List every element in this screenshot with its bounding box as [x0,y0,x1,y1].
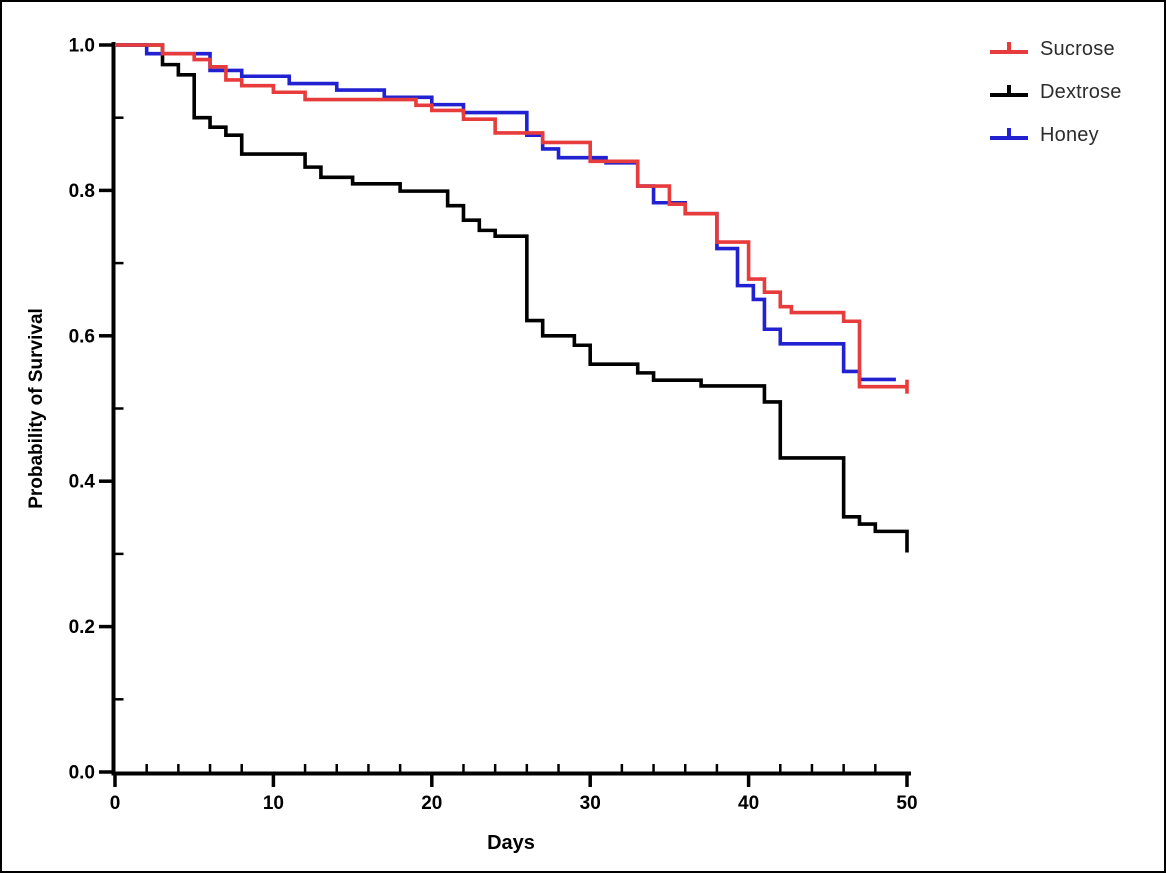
legend-item-sucrose: Sucrose [990,28,1122,71]
legend-item-dextrose: Dextrose [990,71,1122,114]
censor-line-icon [990,84,1028,101]
x-tick-label: 20 [421,793,442,814]
legend-label: Honey [1040,124,1099,146]
y-axis-title: Probability of Survival [26,308,47,509]
y-tick-label: 0.0 [69,763,95,784]
series-honey [115,43,896,382]
x-tick-label: 10 [263,793,284,814]
y-tick-label: 0.6 [69,326,95,347]
x-tick-label: 30 [580,793,601,814]
y-tick-label: 0.4 [69,472,96,493]
censor-line-icon [990,41,1028,58]
x-tick-label: 40 [738,793,759,814]
legend-item-honey: Honey [990,114,1122,157]
legend-label: Sucrose [1040,38,1115,60]
x-tick-label: 50 [896,793,917,814]
series-dextrose [115,43,909,553]
y-tick-label: 0.2 [69,617,95,638]
y-tick-label: 1.0 [69,36,95,57]
x-tick-label: 0 [110,793,121,814]
censor-line-icon [990,127,1028,144]
series-sucrose [115,43,907,389]
x-axis-title: Days [487,832,535,854]
y-tick-label: 0.8 [69,181,95,202]
legend-label: Dextrose [1040,81,1122,103]
legend: Sucrose Dextrose Honey [990,28,1122,157]
